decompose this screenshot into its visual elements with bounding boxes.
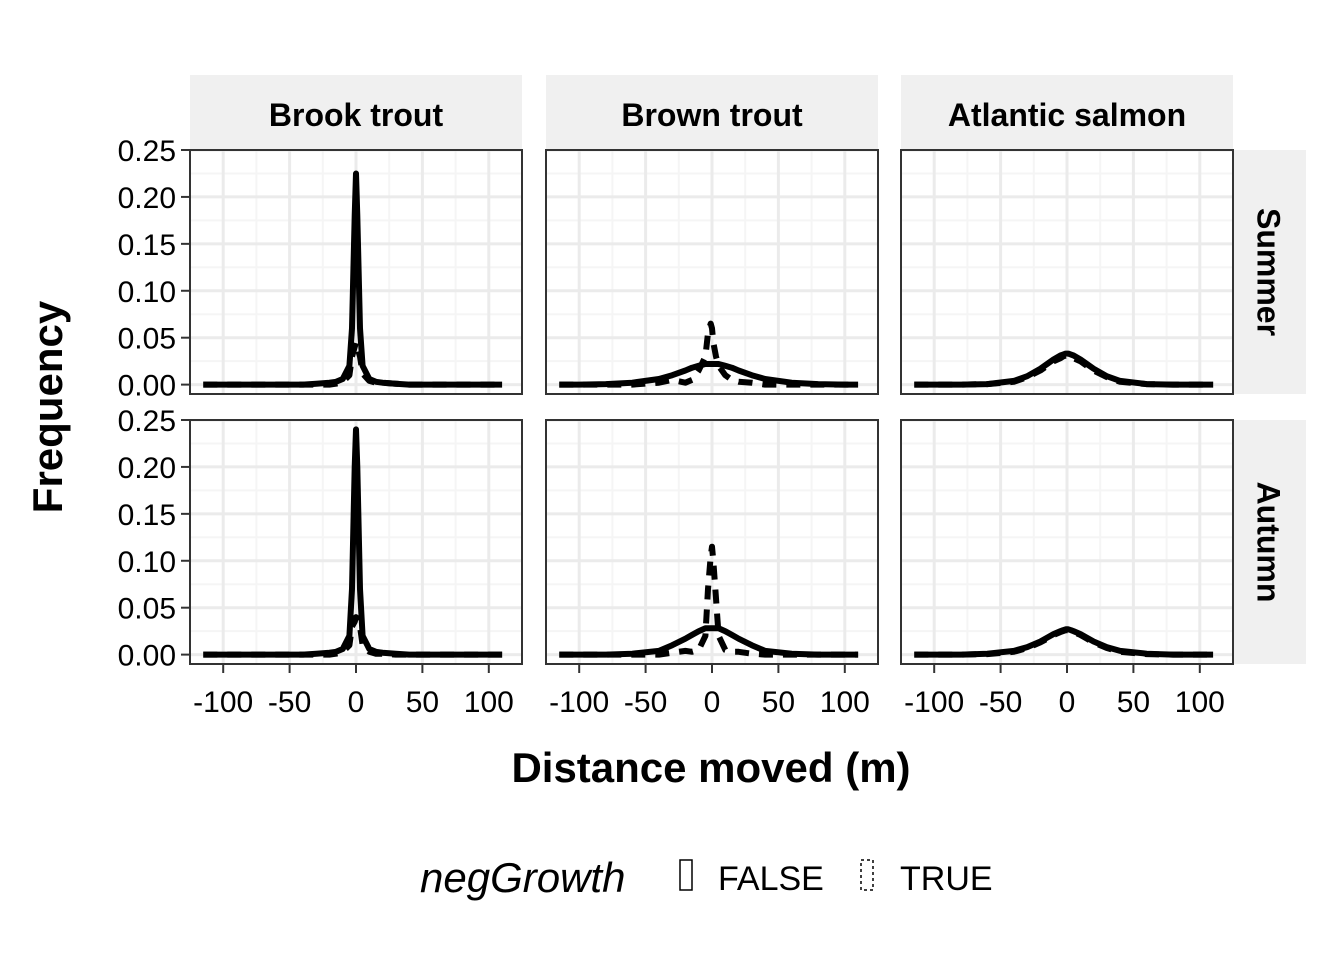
x-tick-label: -100 <box>904 686 964 719</box>
panel <box>901 420 1233 664</box>
panel-border <box>189 149 523 395</box>
x-tick-label: 50 <box>762 686 795 719</box>
x-tick-label: 0 <box>348 686 365 719</box>
legend-key-true <box>860 859 874 891</box>
x-tick-label: -50 <box>268 686 311 719</box>
y-tick-label: 0.05 <box>118 323 176 356</box>
panel-border <box>900 149 1234 395</box>
y-tick-label: 0.25 <box>118 135 176 168</box>
panel <box>190 150 522 394</box>
y-axis-title: Frequency <box>24 300 71 513</box>
y-tick-label: 0.20 <box>118 452 176 485</box>
y-tick-label: 0.00 <box>118 370 176 403</box>
y-tick-label: 0.10 <box>118 276 176 309</box>
x-tick-label: 0 <box>704 686 721 719</box>
row-strip-background <box>1233 150 1306 394</box>
y-tick-label: 0.15 <box>118 229 176 262</box>
x-tick-label: -100 <box>549 686 609 719</box>
y-tick-label: 0.15 <box>118 499 176 532</box>
series-line-false <box>559 625 859 658</box>
strip-label: Brown trout <box>621 97 803 133</box>
legend-label: FALSE <box>718 860 824 898</box>
panel <box>190 420 522 664</box>
panel <box>546 420 878 664</box>
series-line-true <box>914 352 1214 388</box>
series-line-true <box>559 320 859 388</box>
row-strip-label: Autumn <box>1251 482 1287 603</box>
x-tick-label: 100 <box>820 686 870 719</box>
series-line-true <box>203 339 503 388</box>
strip-background <box>901 75 1233 150</box>
series-line-true <box>559 543 859 658</box>
strip-label: Atlantic salmon <box>948 97 1186 133</box>
y-tick-label: 0.25 <box>118 405 176 438</box>
row-strip-label: Summer <box>1251 208 1287 336</box>
legend-title: negGrowth <box>420 854 625 901</box>
x-tick-label: -100 <box>193 686 253 719</box>
x-tick-label: 50 <box>406 686 439 719</box>
x-axis-title: Distance moved (m) <box>511 744 910 791</box>
series-line-true <box>914 627 1214 658</box>
y-tick-label: 0.05 <box>118 593 176 626</box>
y-tick-label: 0.00 <box>118 640 176 673</box>
panel <box>901 150 1233 394</box>
x-tick-label: 100 <box>1175 686 1225 719</box>
x-tick-label: -50 <box>624 686 667 719</box>
strip-background <box>546 75 878 150</box>
series-line-true <box>203 614 503 658</box>
panel-border <box>545 149 879 395</box>
x-tick-label: 0 <box>1059 686 1076 719</box>
x-tick-label: 50 <box>1117 686 1150 719</box>
row-strip-background <box>1233 420 1306 664</box>
x-tick-label: 100 <box>464 686 514 719</box>
legend-key-false <box>679 859 693 891</box>
strip-background <box>190 75 522 150</box>
series-line-false <box>559 361 859 388</box>
panel <box>546 150 878 394</box>
y-tick-label: 0.10 <box>118 546 176 579</box>
strip-label: Brook trout <box>269 97 444 133</box>
legend-label: TRUE <box>900 860 993 898</box>
y-tick-label: 0.20 <box>118 182 176 215</box>
x-tick-label: -50 <box>979 686 1022 719</box>
